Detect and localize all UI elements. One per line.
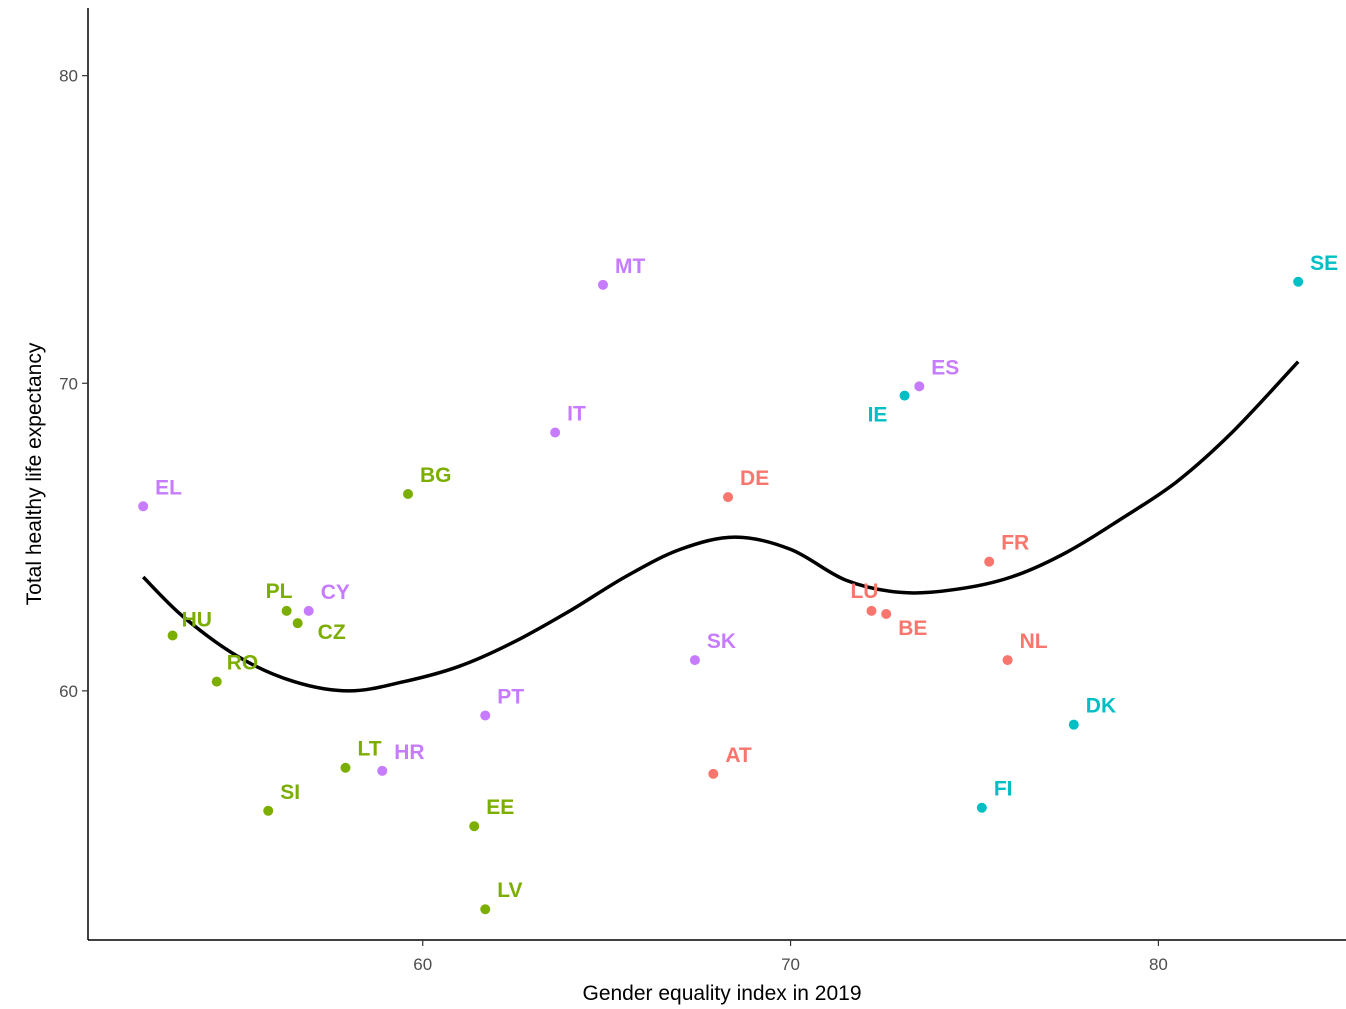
point-label-nl: NL <box>1020 630 1048 653</box>
data-point-nl <box>1002 655 1013 666</box>
point-label-lv: LV <box>497 879 522 902</box>
point-label-ro: RO <box>227 652 258 675</box>
data-point-sk <box>689 655 700 666</box>
data-point-pt <box>480 710 491 721</box>
data-point-ie <box>899 390 910 401</box>
x-axis-title: Gender equality index in 2019 <box>582 982 861 1005</box>
data-point-cz <box>292 618 303 629</box>
data-point-lu <box>866 605 877 616</box>
points-layer: SE DK FI IE MT ES IT EL CY SK PT HR DE FR LU BE NL AT BG HU… <box>138 252 1338 915</box>
data-point-hu <box>167 630 178 641</box>
point-label-lt: LT <box>357 738 381 761</box>
point-label-mt: MT <box>615 255 645 278</box>
point-label-ee: EE <box>486 796 514 819</box>
point-label-cy: CY <box>321 581 350 604</box>
point-label-hu: HU <box>182 608 212 631</box>
point-label-el: EL <box>155 476 182 499</box>
data-point-si <box>263 805 274 816</box>
smooth-curve-layer <box>141 360 1300 693</box>
x-tick-label: 80 <box>1149 955 1168 974</box>
data-point-lv <box>480 904 491 915</box>
data-point-bg <box>403 488 414 499</box>
point-label-de: DE <box>740 467 769 490</box>
data-point-hr <box>377 765 388 776</box>
data-point-fr <box>984 556 995 567</box>
data-point-pl <box>281 605 292 616</box>
data-point-mt <box>597 279 608 290</box>
point-label-be: BE <box>898 617 927 640</box>
point-label-ie: IE <box>868 404 888 427</box>
point-label-hr: HR <box>394 741 424 764</box>
data-point-cy <box>303 605 314 616</box>
point-label-se: SE <box>1310 252 1338 275</box>
data-point-lt <box>340 762 351 773</box>
x-tick-label: 60 <box>413 955 432 974</box>
point-label-it: IT <box>567 402 586 425</box>
data-point-at <box>708 768 719 779</box>
data-point-se <box>1293 276 1304 287</box>
point-label-cz: CZ <box>318 621 346 644</box>
y-tick-label: 70 <box>59 374 78 393</box>
y-axis-title: Total healthy life expectancy <box>23 342 46 605</box>
smooth-curve <box>141 360 1300 693</box>
data-point-ee <box>469 821 480 832</box>
data-point-fi <box>976 802 987 813</box>
axes <box>87 8 1346 941</box>
point-label-si: SI <box>280 781 300 804</box>
data-point-el <box>138 501 149 512</box>
point-label-lu: LU <box>850 580 878 603</box>
point-label-at: AT <box>725 744 752 767</box>
y-tick-label: 60 <box>59 682 78 701</box>
point-label-bg: BG <box>420 464 452 487</box>
point-label-pt: PT <box>497 685 524 708</box>
data-point-dk <box>1068 719 1079 730</box>
data-point-ro <box>211 676 222 687</box>
point-label-fi: FI <box>994 778 1013 801</box>
data-point-it <box>550 427 561 438</box>
point-label-es: ES <box>931 356 959 379</box>
x-tick-label: 70 <box>781 955 800 974</box>
axis-ticks: 60 70 80 60 70 80 <box>59 67 1168 974</box>
point-label-dk: DK <box>1086 695 1116 718</box>
data-point-be <box>881 608 892 619</box>
point-label-sk: SK <box>707 630 736 653</box>
data-point-es <box>914 381 925 392</box>
data-point-de <box>723 492 734 503</box>
y-tick-label: 80 <box>59 67 78 86</box>
point-label-pl: PL <box>266 580 293 603</box>
point-label-fr: FR <box>1001 532 1029 555</box>
